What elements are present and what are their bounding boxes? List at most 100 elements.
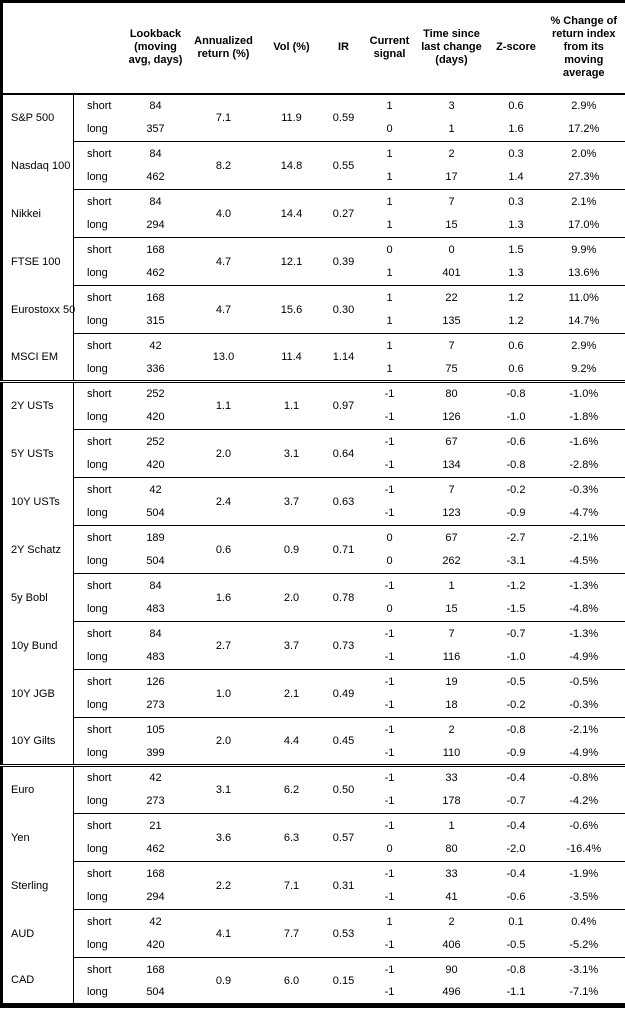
asset-name-5y-usts: 5Y USTs (1, 429, 74, 478)
days-short-sterling: 33 (413, 861, 490, 886)
vol-nikkei: 14.4 (261, 189, 322, 238)
lookback-long-msci-em: 336 (146, 362, 165, 375)
days-short-nasdaq-100: 2 (413, 141, 490, 166)
signal-short-msci-em: 1 (365, 333, 414, 358)
annualized-return-msci-em: 13.0 (185, 333, 262, 382)
horizon-label-short: short (87, 100, 112, 112)
lookback-short-euro: 42 (125, 764, 186, 790)
horizon-label-long: long (87, 891, 108, 904)
row-10y-usts-short: 10Y USTs short 42 2.4 3.7 0.63 -1 7 -0.2 -0.3% (1, 477, 625, 526)
pct-change-long-2y-usts: -1.8% (569, 411, 599, 424)
annualized-return-aud: 4.1 (185, 909, 262, 958)
horizon-label-short: short (73, 477, 126, 502)
asset-name-2y-schatz: 2Y Schatz (1, 525, 74, 574)
lookback-long-ftse-100: 462 (146, 267, 165, 280)
horizon-label-long: long (87, 746, 108, 759)
asset-name-10y-gilts: 10Y Gilts (1, 717, 74, 766)
zscore-short-2y-usts: -0.8 (489, 380, 543, 406)
annualized-return-yen: 3.6 (185, 813, 262, 862)
horizon-label-long: long (87, 507, 108, 520)
pct-change-long-10y-gilts: -4.9% (569, 746, 599, 759)
zscore-long-nasdaq-100: 1.4 (508, 171, 524, 184)
horizon-label-short: short (73, 429, 126, 454)
lookback-long-euro: 273 (146, 795, 165, 808)
lookback-long-nikkei: 294 (146, 219, 165, 232)
days-short-5y-bobl: 1 (413, 573, 490, 598)
zscore-short-s-p-500: 0.6 (508, 100, 524, 112)
pct-change-long-msci-em: 9.2% (571, 362, 597, 375)
lookback-short-aud: 42 (125, 909, 186, 934)
pct-change-short-10y-bund: -1.3% (542, 621, 625, 646)
days-long-euro: 178 (442, 795, 461, 808)
ir-nikkei: 0.27 (321, 189, 366, 238)
annualized-return-nasdaq-100: 8.2 (185, 141, 262, 190)
pct-change-short-eurostoxx-50: 11.0% (542, 285, 625, 310)
row-5y-bobl-long: long 483 0 15 -1.5 -4.8% (2, 598, 625, 622)
pct-change-short-nikkei: 2.1% (542, 189, 625, 214)
horizon-label-short: short (73, 525, 126, 550)
horizon-label-short: short (73, 333, 126, 358)
asset-name-10y-jgb: 10Y JGB (1, 669, 74, 718)
pct-change-short-sterling: -1.9% (542, 861, 625, 886)
zscore-short-10y-bund: -0.7 (489, 621, 543, 646)
column-header-annualized-return: Annualized return (%) (185, 1, 262, 95)
lookback-short-sterling: 168 (125, 861, 186, 886)
asset-name-yen: Yen (1, 813, 74, 862)
days-long-s-p-500: 1 (448, 123, 455, 136)
ir-cad: 0.15 (321, 957, 366, 1006)
asset-name-nikkei: Nikkei (1, 189, 74, 238)
lookback-short-cad: 168 (125, 957, 186, 982)
pct-change-long-euro: -4.2% (569, 795, 599, 808)
signal-short-nikkei: 1 (365, 189, 414, 214)
horizon-label-long: long (87, 411, 108, 424)
signal-short-10y-bund: -1 (365, 621, 414, 646)
annualized-return-nikkei: 4.0 (185, 189, 262, 238)
row-msci-em-long: long 336 1 75 0.6 9.2% (2, 358, 625, 382)
days-short-nikkei: 7 (413, 189, 490, 214)
signal-short-euro: -1 (365, 764, 414, 790)
zscore-long-10y-jgb: -0.2 (506, 699, 526, 712)
signal-short-5y-usts: -1 (365, 429, 414, 454)
zscore-long-ftse-100: 1.3 (508, 267, 524, 280)
column-header-vol: Vol (%) (261, 1, 322, 95)
pct-change-long-eurostoxx-50: 14.7% (568, 315, 600, 328)
signal-short-10y-jgb: -1 (365, 669, 414, 694)
ir-nasdaq-100: 0.55 (321, 141, 366, 190)
lookback-short-nikkei: 84 (125, 189, 186, 214)
asset-name-sterling: Sterling (1, 861, 74, 910)
horizon-label-long: long (87, 459, 108, 472)
signal-short-10y-usts: -1 (365, 477, 414, 502)
header-row: Lookback (moving avg, days) Annualized re… (1, 1, 625, 95)
zscore-short-10y-usts: -0.2 (489, 477, 543, 502)
signal-long-euro: -1 (384, 795, 395, 808)
pct-change-short-aud: 0.4% (542, 909, 625, 934)
pct-change-short-10y-gilts: -2.1% (542, 717, 625, 742)
lookback-short-eurostoxx-50: 168 (125, 285, 186, 310)
days-long-ftse-100: 401 (442, 267, 461, 280)
ir-eurostoxx-50: 0.30 (321, 285, 366, 334)
horizon-label-long: long (87, 843, 108, 856)
ir-yen: 0.57 (321, 813, 366, 862)
zscore-long-10y-bund: -1.0 (506, 651, 526, 664)
signal-short-eurostoxx-50: 1 (365, 285, 414, 310)
vol-10y-usts: 3.7 (261, 477, 322, 526)
zscore-short-10y-jgb: -0.5 (489, 669, 543, 694)
pct-change-short-2y-usts: -1.0% (542, 380, 625, 406)
zscore-long-euro: -0.7 (506, 795, 526, 808)
row-sterling-long: long 294 -1 41 -0.6 -3.5% (2, 886, 625, 910)
asset-name-2y-usts: 2Y USTs (1, 380, 74, 430)
row-2y-schatz-short: 2Y Schatz short 189 0.6 0.9 0.71 0 67 -2.7 -2.1% (1, 525, 625, 574)
zscore-short-ftse-100: 1.5 (489, 237, 543, 262)
asset-name-cad: CAD (1, 957, 74, 1006)
days-short-2y-schatz: 67 (413, 525, 490, 550)
horizon-label-long: long (87, 795, 108, 808)
ir-2y-usts: 0.97 (321, 380, 366, 430)
vol-s-p-500: 11.9 (281, 111, 302, 124)
horizon-label-short: short (73, 717, 126, 742)
row-10y-bund-short: 10y Bund short 84 2.7 3.7 0.73 -1 7 -0.7 -1.3% (1, 621, 625, 670)
zscore-long-2y-usts: -1.0 (506, 411, 526, 424)
table-header: Lookback (moving avg, days) Annualized re… (1, 1, 625, 95)
column-header-pct-change: % Change of return index from its moving… (542, 1, 625, 95)
pct-change-short-5y-usts: -1.6% (542, 429, 625, 454)
